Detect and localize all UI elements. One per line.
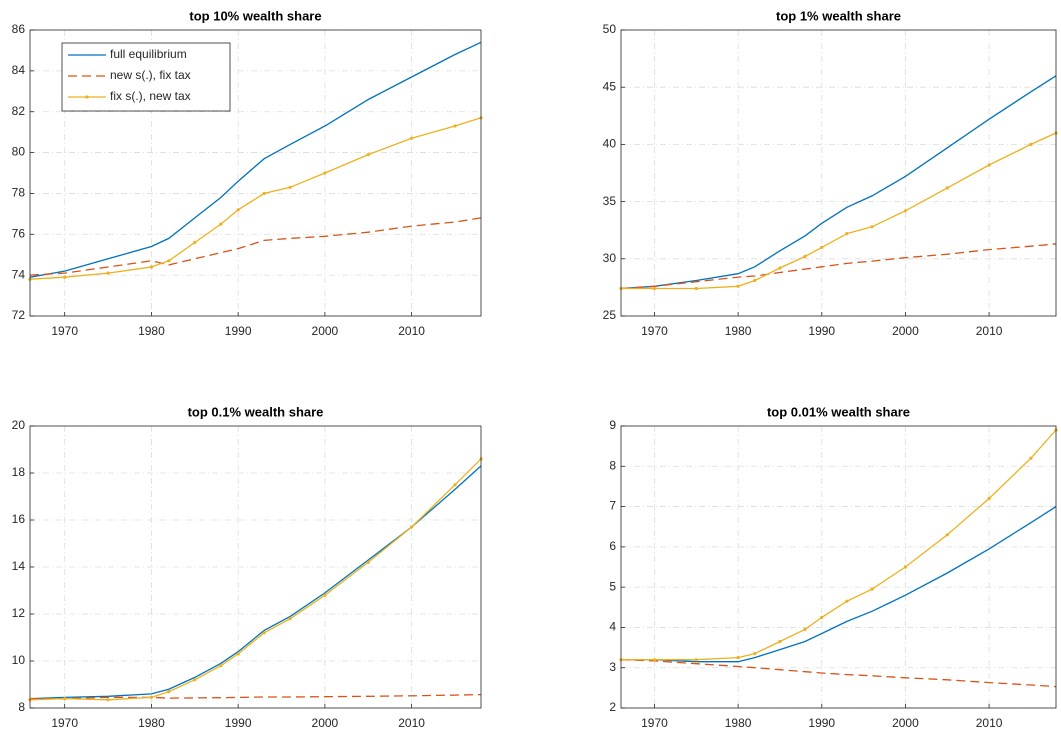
y-tick-label: 14 [12, 559, 26, 573]
y-tick-label: 12 [12, 606, 26, 620]
panel: 1970 1980 1990 2000 2010 25 30 35 40 45 50 top 1% w… [603, 8, 1058, 338]
x-tick-label: 2010 [976, 716, 1003, 730]
legend-box [61, 42, 231, 112]
y-tick-label: 8 [609, 458, 616, 472]
x-tick-label: 1990 [225, 716, 252, 730]
data-line [620, 75, 1057, 290]
y-tick-label: 80 [12, 145, 26, 159]
chart-title: top 0.1% wealth share [188, 404, 324, 419]
axes-frame [620, 29, 1057, 317]
legend-label: full equilibrium [110, 47, 187, 61]
y-tick-label: 4 [609, 620, 616, 634]
data-line [28, 116, 483, 281]
x-tick-label: 1970 [51, 716, 78, 730]
x-tick-label: 1970 [641, 716, 668, 730]
panel: 1970 1980 1990 2000 2010 2 3 4 5 6 7 8 9 top 0.01% we… [609, 404, 1058, 730]
y-tick-label: 76 [12, 226, 26, 240]
y-tick-label: 20 [12, 418, 26, 432]
y-tick-label: 45 [603, 79, 617, 93]
x-tick-label: 2000 [312, 716, 339, 730]
x-tick-label: 2000 [312, 324, 339, 338]
y-tick-label: 30 [603, 251, 617, 265]
y-tick-label: 50 [603, 22, 617, 36]
data-line [619, 131, 1058, 291]
x-tick-label: 1990 [225, 324, 252, 338]
chart-title: top 1% wealth share [776, 8, 901, 23]
y-tick-label: 3 [609, 660, 616, 674]
panel: 1970 1980 1990 2000 2010 8 10 12 14 16 18 20 top 0.1… [12, 404, 483, 730]
y-tick-label: 9 [609, 418, 616, 432]
x-tick-label: 1990 [808, 716, 835, 730]
y-tick-label: 6 [609, 539, 616, 553]
y-tick-label: 8 [18, 700, 25, 714]
data-line [29, 217, 482, 276]
legend-label: fix s(.), new tax [110, 89, 191, 103]
chart-title: top 0.01% wealth share [767, 404, 910, 419]
x-tick-label: 1980 [725, 324, 752, 338]
data-line [620, 659, 1057, 688]
legend-marker [85, 95, 89, 99]
axes-frame [29, 29, 482, 317]
legend-label: new s(.), fix tax [110, 68, 191, 82]
data-line [29, 465, 482, 700]
y-tick-label: 16 [12, 512, 26, 526]
y-tick-label: 72 [12, 308, 26, 322]
data-line [621, 506, 1057, 663]
chart-title: top 10% wealth share [189, 8, 321, 23]
x-tick-label: 1980 [138, 716, 165, 730]
data-line [619, 428, 1058, 662]
y-tick-label: 84 [12, 63, 26, 77]
x-tick-label: 2010 [398, 716, 425, 730]
data-line [28, 457, 483, 702]
y-tick-label: 18 [12, 465, 26, 479]
y-tick-label: 82 [12, 104, 26, 118]
x-tick-label: 1970 [51, 324, 78, 338]
axes-frame [620, 425, 1057, 709]
axes-frame [29, 425, 482, 709]
y-tick-label: 74 [12, 267, 26, 281]
x-tick-label: 2010 [398, 324, 425, 338]
y-tick-label: 2 [609, 700, 616, 714]
y-tick-label: 10 [12, 653, 26, 667]
y-tick-label: 40 [603, 137, 617, 151]
x-tick-label: 1990 [808, 324, 835, 338]
y-tick-label: 86 [12, 22, 26, 36]
x-tick-label: 2000 [892, 716, 919, 730]
x-tick-label: 2000 [892, 324, 919, 338]
y-tick-label: 78 [12, 186, 26, 200]
y-tick-label: 25 [603, 308, 617, 322]
y-tick-label: 35 [603, 194, 617, 208]
x-tick-label: 1980 [138, 324, 165, 338]
panel: 1970 1980 1990 2000 2010 72 74 76 78 80 82 84 86 top … [12, 8, 483, 338]
x-tick-label: 1970 [641, 324, 668, 338]
x-tick-label: 2010 [976, 324, 1003, 338]
y-tick-label: 7 [609, 499, 616, 513]
y-tick-label: 5 [609, 579, 616, 593]
x-tick-label: 1980 [725, 716, 752, 730]
